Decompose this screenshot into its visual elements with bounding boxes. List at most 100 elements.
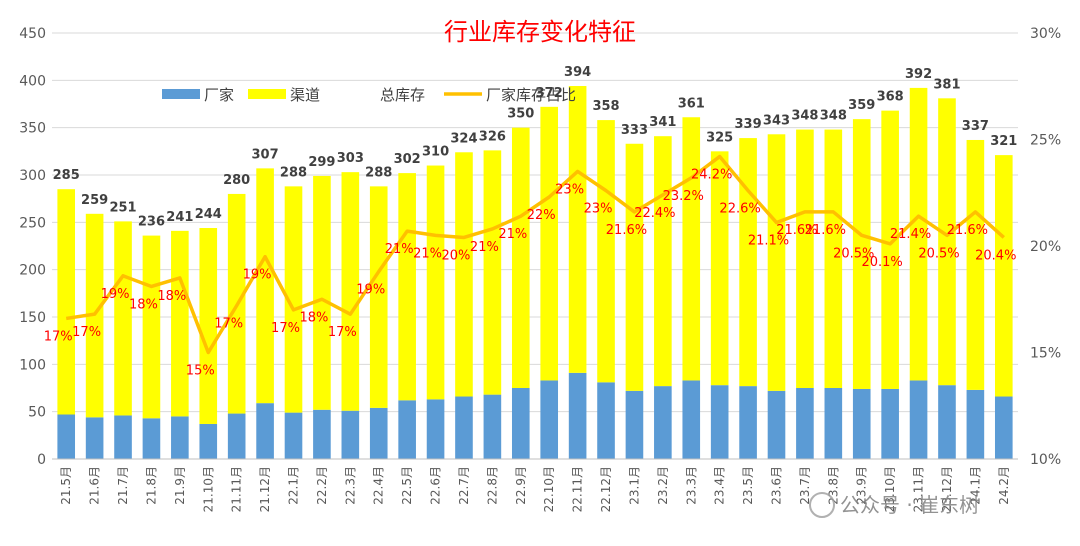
total-label: 310 bbox=[422, 145, 449, 160]
y-left-tick-label: 350 bbox=[19, 121, 46, 137]
ratio-label: 22.4% bbox=[634, 206, 675, 221]
total-label: 288 bbox=[280, 165, 307, 180]
y-right-tick-label: 15% bbox=[1030, 346, 1061, 362]
total-label: 359 bbox=[848, 98, 875, 113]
x-tick-label: 23.6月 bbox=[770, 466, 784, 505]
ratio-label: 22.6% bbox=[719, 202, 760, 217]
bars bbox=[57, 86, 1013, 459]
ratio-label: 23.2% bbox=[663, 189, 704, 204]
ratio-series-line bbox=[65, 154, 1005, 355]
ratio-label: 20.1% bbox=[861, 255, 902, 270]
ratio-label: 23% bbox=[584, 202, 613, 217]
x-tick-label: 23.12月 bbox=[940, 466, 954, 512]
bar-channel bbox=[57, 189, 76, 415]
y-left-tick-label: 50 bbox=[28, 405, 46, 421]
bar-channel bbox=[625, 143, 644, 391]
watermark: 公众号 · 崔东树 bbox=[809, 492, 979, 518]
bar-channel bbox=[852, 119, 871, 389]
bar-channel bbox=[938, 98, 956, 386]
bar-channel bbox=[142, 235, 161, 419]
total-label: 303 bbox=[337, 151, 364, 166]
bar-maker bbox=[739, 386, 757, 459]
ratio-label: 21% bbox=[470, 240, 499, 255]
total-label: 244 bbox=[195, 207, 222, 222]
ratio-label: 23% bbox=[555, 182, 584, 197]
bar-maker bbox=[256, 403, 274, 459]
ratio-label: 21% bbox=[413, 246, 442, 261]
legend-label: 渠道 bbox=[290, 86, 320, 104]
x-tick-label: 23.2月 bbox=[656, 466, 670, 505]
bar-maker bbox=[483, 394, 502, 459]
bar-channel bbox=[909, 87, 928, 381]
x-tick-label: 22.5月 bbox=[400, 466, 414, 505]
legend-label: 厂家 bbox=[204, 86, 234, 104]
x-tick-label: 23.7月 bbox=[798, 466, 812, 505]
x-tick-label: 23.3月 bbox=[684, 466, 698, 505]
x-tick-label: 21.7月 bbox=[116, 466, 130, 505]
ratio-label: 19% bbox=[101, 287, 130, 302]
ratio-label: 18% bbox=[157, 289, 186, 304]
x-tick-label: 21.9月 bbox=[173, 466, 187, 505]
bar-maker bbox=[341, 410, 360, 459]
bar-channel bbox=[341, 172, 360, 411]
bar-maker bbox=[227, 413, 246, 459]
total-label: 236 bbox=[138, 215, 165, 230]
y-right-tick-label: 20% bbox=[1030, 239, 1061, 255]
x-tick-label: 24.2月 bbox=[997, 466, 1011, 505]
ratio-label: 17% bbox=[214, 317, 243, 332]
bar-channel bbox=[824, 129, 843, 388]
y-left-tick-label: 200 bbox=[19, 263, 46, 279]
ratio-label: 21.6% bbox=[947, 223, 988, 238]
ratio-label: 21.1% bbox=[748, 234, 789, 249]
ratio-label: 21.4% bbox=[890, 227, 931, 242]
ratio-label: 19% bbox=[243, 268, 272, 283]
bar-channel bbox=[369, 186, 388, 408]
bar-maker bbox=[824, 388, 843, 459]
total-label: 302 bbox=[394, 152, 421, 167]
bar-maker bbox=[796, 388, 814, 459]
ratio-label: 20.4% bbox=[975, 248, 1016, 263]
y-right-tick-label: 25% bbox=[1030, 133, 1061, 149]
bar-channel bbox=[654, 136, 672, 387]
watermark-text: 公众号 · 崔东树 bbox=[840, 493, 979, 517]
total-label: 251 bbox=[109, 200, 136, 215]
bar-maker bbox=[852, 388, 871, 459]
y-left-tick-label: 300 bbox=[19, 168, 46, 184]
total-label: 326 bbox=[479, 129, 506, 144]
x-tick-label: 22.4月 bbox=[372, 466, 386, 505]
total-label: 343 bbox=[763, 113, 790, 128]
ratio-label: 24.2% bbox=[691, 168, 732, 183]
x-tick-label: 21.10月 bbox=[201, 466, 215, 512]
bar-channel bbox=[171, 230, 189, 417]
total-label: 321 bbox=[990, 134, 1017, 149]
ratio-label: 19% bbox=[356, 283, 385, 298]
total-label: 372 bbox=[536, 86, 563, 101]
x-tick-label: 21.12月 bbox=[258, 466, 272, 512]
x-tick-label: 21.5月 bbox=[59, 466, 73, 505]
total-label: 392 bbox=[905, 67, 932, 82]
x-tick-label: 22.6月 bbox=[429, 466, 443, 505]
bar-maker bbox=[994, 396, 1013, 459]
total-label: 348 bbox=[791, 109, 818, 124]
chart-title: 行业库存变化特征 bbox=[444, 18, 636, 46]
ratio-label: 20% bbox=[442, 248, 471, 263]
bar-channel bbox=[966, 139, 985, 390]
bar-maker bbox=[767, 390, 786, 459]
ratio-label: 20.5% bbox=[833, 246, 874, 261]
bar-maker bbox=[426, 399, 445, 459]
total-label: 280 bbox=[223, 173, 250, 188]
bar-maker bbox=[909, 380, 928, 459]
x-tick-label: 23.9月 bbox=[855, 466, 869, 505]
x-tick-label: 22.3月 bbox=[343, 466, 357, 505]
bar-maker bbox=[369, 407, 388, 459]
total-label: 368 bbox=[877, 90, 904, 105]
bar-maker bbox=[398, 400, 416, 459]
ratio-label: 18% bbox=[299, 310, 328, 325]
x-tick-label: 22.8月 bbox=[485, 466, 499, 505]
y-left-tick-label: 0 bbox=[37, 452, 46, 468]
ratio-label: 21.6% bbox=[776, 223, 817, 238]
bar-channel bbox=[796, 129, 814, 388]
bar-maker bbox=[710, 385, 729, 459]
